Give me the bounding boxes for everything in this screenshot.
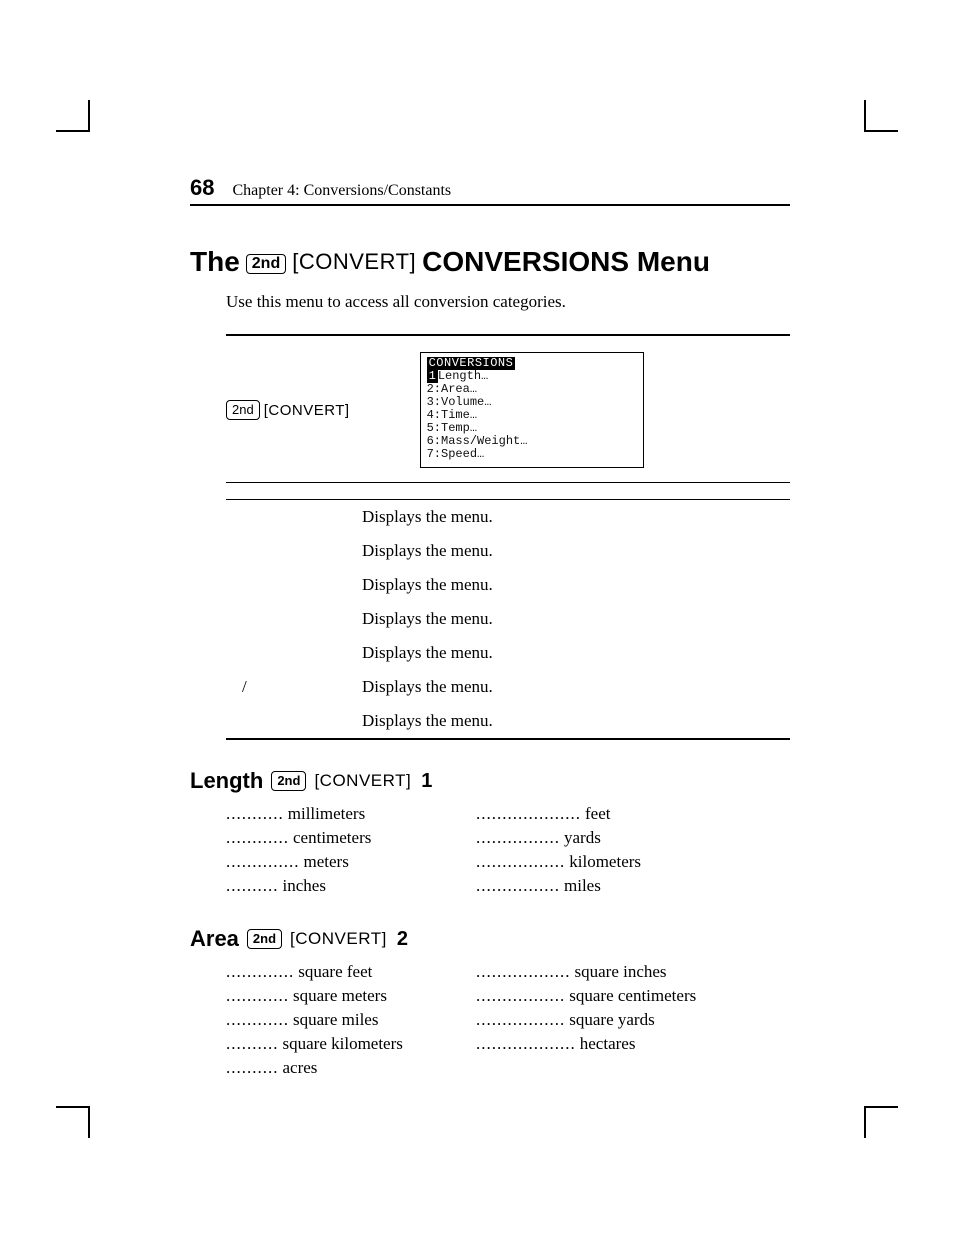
unit-label: square meters xyxy=(289,984,387,1008)
unit-label: centimeters xyxy=(289,826,371,850)
leader-dots: ................. xyxy=(476,850,565,874)
unit-label: hectares xyxy=(576,1032,636,1056)
leader-dots: ............ xyxy=(226,826,289,850)
unit-label: meters xyxy=(300,850,349,874)
table-row: Displays the menu. xyxy=(226,636,790,670)
crop-mark xyxy=(88,100,90,132)
unit-label: square inches xyxy=(571,960,667,984)
bracket-convert: [CONVERT] xyxy=(264,402,350,419)
leader-dots: ............ xyxy=(226,1008,289,1032)
menu-key-col xyxy=(226,507,362,527)
crop-mark xyxy=(56,1106,88,1108)
crop-mark xyxy=(864,1106,866,1138)
crop-mark xyxy=(88,1106,90,1138)
unit-label: feet xyxy=(581,802,610,826)
unit-label: millimeters xyxy=(284,802,365,826)
leader-dots: .................... xyxy=(476,802,581,826)
crop-mark xyxy=(866,1106,898,1108)
menu-key-col xyxy=(226,711,362,731)
bracket-convert: [CONVERT] xyxy=(290,929,387,949)
leader-dots: ............ xyxy=(226,984,289,1008)
unit-label: square centimeters xyxy=(565,984,696,1008)
heading-prefix: The xyxy=(190,246,240,278)
area-units: .............square feet ............squ… xyxy=(226,960,790,1080)
leader-dots: ................ xyxy=(476,874,560,898)
table-row: Displays the menu. xyxy=(226,602,790,636)
key-and-screen: 2nd [CONVERT] CONVERSIONS 1Length… 2:Are… xyxy=(226,334,790,483)
leader-dots: .......... xyxy=(226,1032,279,1056)
leader-dots: ............. xyxy=(226,960,294,984)
key-2nd: 2nd xyxy=(246,254,286,274)
chapter-title: Chapter 4: Conversions/Constants xyxy=(232,182,451,199)
menu-desc-col: Displays the menu. xyxy=(362,643,790,663)
length-heading: Length 2nd [CONVERT] 1 xyxy=(190,768,790,794)
unit-label: kilometers xyxy=(565,850,641,874)
leader-dots: ................ xyxy=(476,826,560,850)
lcd-row: 7:Speed… xyxy=(427,448,637,461)
content-area: 68 Chapter 4: Conversions/Constants The … xyxy=(190,175,790,1080)
bracket-convert: [CONVERT] xyxy=(292,249,416,275)
heading-suffix: CONVERSIONS Menu xyxy=(422,246,710,278)
leader-dots: .......... xyxy=(226,1056,279,1080)
unit-col-left: ...........millimeters ............centi… xyxy=(226,802,476,898)
crop-mark xyxy=(864,100,866,132)
menu-key-col: / xyxy=(226,677,362,697)
menu-digit: 1 xyxy=(421,770,432,793)
table-row: Displays the menu. xyxy=(226,568,790,602)
menu-desc-col: Displays the menu. xyxy=(362,609,790,629)
menu-key-col xyxy=(226,643,362,663)
bracket-convert: [CONVERT] xyxy=(314,771,411,791)
menu-desc-col: Displays the menu. xyxy=(362,507,790,527)
subheading-label: Area xyxy=(190,926,239,952)
unit-col-left: .............square feet ............squ… xyxy=(226,960,476,1080)
crop-mark xyxy=(56,130,88,132)
table-row: /Displays the menu. xyxy=(226,670,790,704)
lcd-row: Length… xyxy=(438,369,488,383)
unit-col-right: ....................feet ...............… xyxy=(476,802,726,898)
key-2nd: 2nd xyxy=(271,771,306,791)
leader-dots: ................. xyxy=(476,1008,565,1032)
leader-dots: .......... xyxy=(226,874,279,898)
unit-label: acres xyxy=(279,1056,318,1080)
unit-label: miles xyxy=(560,874,601,898)
menu-key-col xyxy=(226,609,362,629)
unit-col-right: ..................square inches ........… xyxy=(476,960,726,1080)
key-2nd: 2nd xyxy=(247,929,282,949)
main-heading: The 2nd [CONVERT] CONVERSIONS Menu xyxy=(190,246,790,278)
page-number: 68 xyxy=(190,175,214,200)
unit-label: yards xyxy=(560,826,601,850)
menu-desc-col: Displays the menu. xyxy=(362,711,790,731)
leader-dots: ................. xyxy=(476,984,565,1008)
menu-table: Displays the menu. Displays the menu. Di… xyxy=(226,499,790,740)
intro-text: Use this menu to access all conversion c… xyxy=(226,292,790,312)
length-units: ...........millimeters ............centi… xyxy=(226,802,790,898)
table-row: Displays the menu. xyxy=(226,704,790,738)
running-header: 68 Chapter 4: Conversions/Constants xyxy=(190,175,790,206)
menu-desc-col: Displays the menu. xyxy=(362,677,790,697)
table-row: Displays the menu. xyxy=(226,500,790,534)
leader-dots: .................. xyxy=(476,960,571,984)
leader-dots: ................... xyxy=(476,1032,576,1056)
menu-desc-col: Displays the menu. xyxy=(362,575,790,595)
table-row: Displays the menu. xyxy=(226,534,790,568)
menu-desc-col: Displays the menu. xyxy=(362,541,790,561)
unit-label: square yards xyxy=(565,1008,654,1032)
area-heading: Area 2nd [CONVERT] 2 xyxy=(190,926,790,952)
key-sequence: 2nd [CONVERT] xyxy=(226,400,350,420)
key-2nd: 2nd xyxy=(226,400,260,420)
subheading-label: Length xyxy=(190,768,263,794)
unit-label: inches xyxy=(279,874,326,898)
unit-label: square kilometers xyxy=(279,1032,403,1056)
leader-dots: ........... xyxy=(226,802,284,826)
menu-key-col xyxy=(226,541,362,561)
unit-label: square miles xyxy=(289,1008,378,1032)
page: 68 Chapter 4: Conversions/Constants The … xyxy=(0,0,954,1235)
unit-label: square feet xyxy=(294,960,372,984)
menu-digit: 2 xyxy=(397,928,408,951)
menu-key-col xyxy=(226,575,362,595)
leader-dots: .............. xyxy=(226,850,300,874)
calculator-screen: CONVERSIONS 1Length… 2:Area… 3:Volume… 4… xyxy=(420,352,644,468)
crop-mark xyxy=(866,130,898,132)
